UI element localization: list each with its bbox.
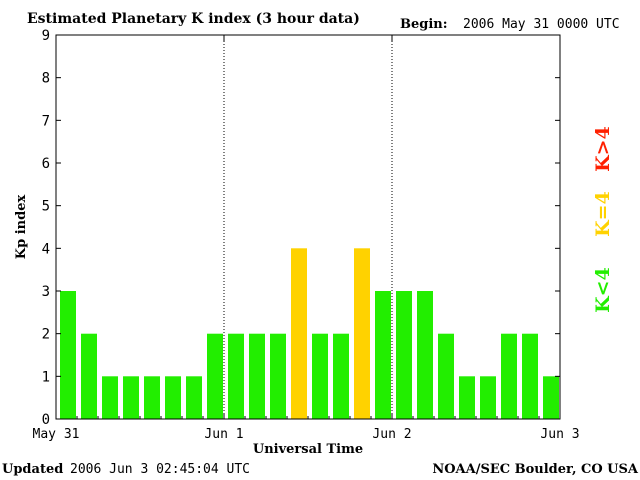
kp-bar: [312, 333, 328, 419]
kp-bar: [165, 376, 181, 419]
y-tick-label: 9: [42, 28, 50, 44]
y-axis-label: Kp index: [14, 195, 29, 260]
kp-bar: [543, 376, 559, 419]
legend-k-equal-4: K=4: [592, 191, 614, 237]
source-credit: NOAA/SEC Boulder, CO USA: [432, 462, 639, 477]
plot-frame: [55, 34, 561, 420]
x-tick-label: May 31: [33, 427, 80, 442]
kp-bar: [270, 333, 286, 419]
y-tick-label: 2: [42, 327, 50, 343]
kp-bar: [480, 376, 496, 419]
legend-k-below-4: K<4: [592, 267, 614, 313]
kp-bar: [375, 291, 391, 419]
kp-bar: [333, 333, 349, 419]
kp-bar: [291, 248, 307, 419]
kp-bar: [60, 291, 76, 419]
kp-bar: [228, 333, 244, 419]
y-tick-label: 7: [42, 113, 50, 129]
kp-bar: [438, 333, 454, 419]
x-axis-label: Universal Time: [253, 442, 363, 457]
kp-bar: [522, 333, 538, 419]
kp-bar: [186, 376, 202, 419]
y-tick-label: 1: [42, 369, 50, 385]
x-tick-label: Jun 3: [540, 427, 579, 442]
y-tick-label: 5: [42, 199, 50, 215]
kp-bar: [417, 291, 433, 419]
kp-bar: [207, 333, 223, 419]
begin-label: Begin:: [400, 17, 448, 32]
kp-bar: [102, 376, 118, 419]
y-tick-label: 0: [42, 412, 50, 428]
kp-bar: [249, 333, 265, 419]
y-tick-label: 8: [42, 71, 50, 87]
kp-bar: [501, 333, 517, 419]
legend-k-above-4: K>4: [592, 126, 614, 172]
updated-value: 2006 Jun 3 02:45:04 UTC: [70, 462, 250, 477]
updated-label: Updated: [2, 462, 63, 477]
kp-bar: [354, 248, 370, 419]
kp-bar: [81, 333, 97, 419]
kp-bar: [396, 291, 412, 419]
y-tick-label: 3: [42, 284, 50, 300]
kp-bar: [144, 376, 160, 419]
kp-bar: [123, 376, 139, 419]
y-tick-label: 4: [42, 241, 50, 257]
x-tick-label: Jun 1: [204, 427, 243, 442]
plot-area: 0 1 2 3 4 5 6 7 8 9 May 31 Jun 1 Jun 2 Jun 3: [33, 28, 580, 442]
kp-bar: [459, 376, 475, 419]
begin-value: 2006 May 31 0000 UTC: [463, 17, 620, 32]
y-tick-label: 6: [42, 156, 50, 172]
chart-title: Estimated Planetary K index (3 hour data…: [27, 11, 360, 27]
x-tick-label: Jun 2: [372, 427, 411, 442]
